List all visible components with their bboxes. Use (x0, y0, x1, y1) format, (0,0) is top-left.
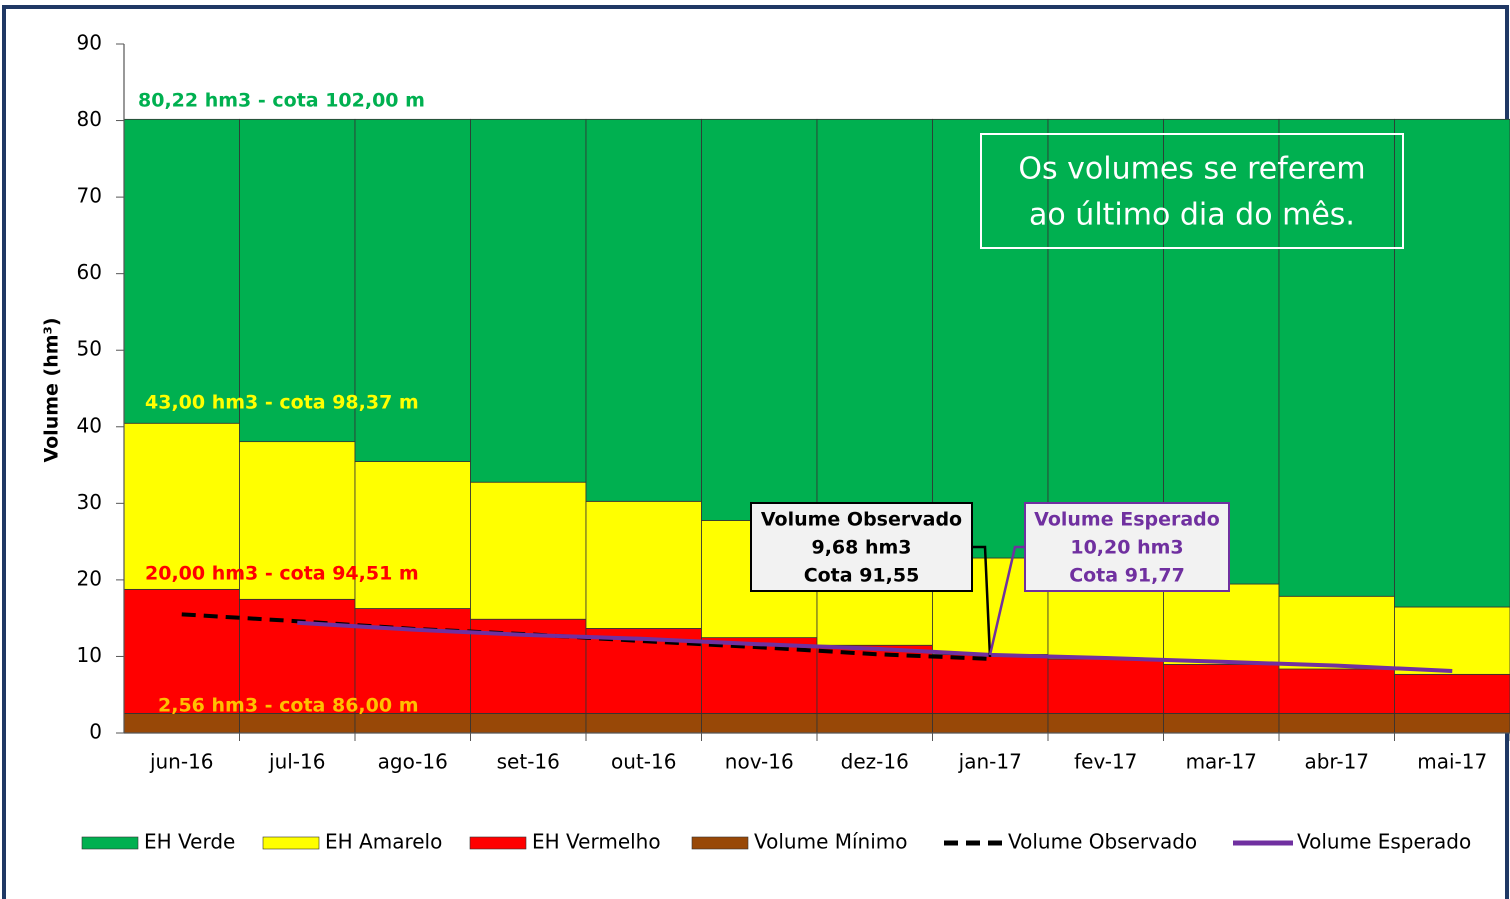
x-tick-label: mar-17 (1186, 750, 1257, 774)
x-tick-label: set-16 (497, 750, 560, 774)
x-tick-label: ago-16 (378, 750, 448, 774)
y-tick-label: 40 (77, 413, 102, 437)
threshold-label: 43,00 hm3 - cota 98,37 m (145, 392, 419, 414)
bar-segment (1163, 713, 1280, 734)
x-tick-label: dez-16 (841, 750, 909, 774)
bar-segment (585, 118, 702, 502)
y-tick-label: 70 (77, 184, 102, 208)
y-tick-label: 20 (77, 566, 102, 590)
note-box (980, 133, 1404, 249)
y-tick-label: 10 (77, 643, 102, 667)
bar-segment (1278, 668, 1395, 714)
bar-segment (932, 713, 1049, 734)
x-tick-label: abr-17 (1304, 750, 1369, 774)
legend-label: EH Verde (144, 830, 235, 854)
bar-segment (470, 118, 587, 483)
callout-text: Cota 91,55 (804, 565, 920, 587)
legend-label: Volume Observado (1008, 830, 1197, 854)
y-tick-label: 80 (77, 107, 102, 131)
threshold-label: 20,00 hm3 - cota 94,51 m (145, 563, 419, 585)
x-tick-label: fev-17 (1074, 750, 1137, 774)
bar-segment (470, 713, 587, 734)
y-tick-label: 90 (77, 31, 102, 55)
y-tick-label: 60 (77, 260, 102, 284)
bar-segment (1047, 658, 1164, 714)
bar-segment (239, 118, 356, 443)
note-text: ao último dia do mês. (1029, 198, 1355, 233)
bar-segment (1278, 713, 1395, 734)
bar-segment (354, 118, 471, 462)
bar-segment (816, 118, 933, 541)
legend-label: Volume Mínimo (754, 830, 908, 854)
legend-swatch (262, 836, 320, 850)
bar-segment (1047, 118, 1164, 569)
bar-segment (470, 481, 587, 620)
threshold-label: 80,22 hm3 - cota 102,00 m (138, 90, 425, 112)
bar-segment (1163, 664, 1280, 714)
legend-swatch (691, 836, 749, 850)
legend-label: EH Amarelo (325, 830, 442, 854)
bar-segment (123, 118, 240, 424)
y-tick-label: 30 (77, 490, 102, 514)
leader-line (988, 545, 1025, 656)
bar-segment (1394, 606, 1510, 675)
bar-segment (1278, 595, 1395, 670)
callout-text: Volume Esperado (1034, 509, 1220, 531)
bar-segment (701, 118, 818, 521)
bar-segment (1047, 713, 1164, 734)
bar-segment (1394, 713, 1510, 734)
bar-segment (932, 654, 1049, 714)
x-tick-label: mai-17 (1417, 750, 1487, 774)
x-tick-label: jun-16 (149, 750, 214, 774)
threshold-label: 2,56 hm3 - cota 86,00 m (158, 695, 419, 717)
callout-text: Volume Observado (761, 509, 962, 531)
bar-segment (701, 713, 818, 734)
bar-segment (816, 713, 933, 734)
callout-box (1024, 502, 1230, 592)
y-tick-label: 0 (89, 720, 102, 744)
bar-segment (585, 713, 702, 734)
x-tick-label: jan-17 (958, 750, 1022, 774)
note-text: Os volumes se referem (1018, 152, 1365, 187)
x-tick-label: jul-16 (268, 750, 325, 774)
callout-box (750, 502, 973, 592)
legend-label: Volume Esperado (1297, 830, 1471, 854)
legend-swatch (81, 836, 139, 850)
bar-segment (932, 118, 1049, 559)
bar-segment (123, 588, 240, 714)
bar-segment (354, 461, 471, 609)
bar-segment (239, 441, 356, 600)
bar-segment (1163, 583, 1280, 665)
x-tick-label: nov-16 (725, 750, 794, 774)
bar-segment (585, 500, 702, 629)
y-tick-label: 50 (77, 337, 102, 361)
callout-text: 10,20 hm3 (1070, 537, 1183, 559)
callout-text: Cota 91,77 (1069, 565, 1185, 587)
y-axis-title: Volume (hm³) (41, 317, 63, 462)
callout-text: 9,68 hm3 (811, 537, 911, 559)
legend-label: EH Vermelho (532, 830, 661, 854)
leader-line (972, 545, 992, 658)
x-tick-label: out-16 (611, 750, 676, 774)
bar-segment (1394, 673, 1510, 714)
bar-segment (1278, 118, 1395, 597)
bar-segment (1394, 118, 1510, 608)
series-line (297, 620, 1453, 673)
legend-swatch (469, 836, 527, 850)
